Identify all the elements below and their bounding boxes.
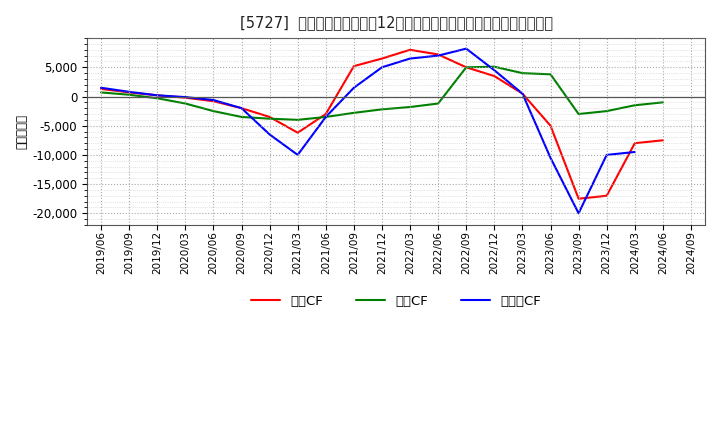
投資CF bbox=[434, 101, 443, 106]
フリーCF bbox=[603, 152, 611, 158]
Line: 投資CF: 投資CF bbox=[101, 67, 663, 120]
投資CF bbox=[462, 65, 471, 70]
投資CF bbox=[237, 114, 246, 120]
投資CF bbox=[490, 64, 499, 70]
投資CF bbox=[575, 111, 583, 117]
フリーCF bbox=[378, 65, 387, 70]
フリーCF bbox=[546, 155, 555, 161]
投資CF bbox=[603, 109, 611, 114]
投資CF bbox=[406, 104, 415, 110]
Y-axis label: （百万円）: （百万円） bbox=[15, 114, 28, 149]
投資CF bbox=[378, 107, 387, 112]
営業CF bbox=[293, 130, 302, 136]
フリーCF bbox=[575, 211, 583, 216]
投資CF bbox=[659, 100, 667, 105]
フリーCF bbox=[490, 68, 499, 73]
営業CF bbox=[518, 91, 527, 96]
投資CF bbox=[125, 92, 133, 97]
営業CF bbox=[603, 193, 611, 198]
営業CF bbox=[209, 99, 217, 104]
営業CF bbox=[349, 63, 358, 69]
フリーCF bbox=[237, 106, 246, 111]
投資CF bbox=[518, 70, 527, 76]
営業CF bbox=[434, 52, 443, 57]
営業CF bbox=[321, 111, 330, 117]
投資CF bbox=[209, 109, 217, 114]
Line: 営業CF: 営業CF bbox=[101, 50, 663, 199]
フリーCF bbox=[293, 152, 302, 158]
営業CF bbox=[490, 73, 499, 79]
投資CF bbox=[181, 101, 189, 106]
営業CF bbox=[575, 196, 583, 202]
投資CF bbox=[349, 110, 358, 115]
フリーCF bbox=[434, 53, 443, 58]
営業CF bbox=[546, 123, 555, 128]
フリーCF bbox=[96, 85, 105, 90]
営業CF bbox=[265, 114, 274, 120]
Line: フリーCF: フリーCF bbox=[101, 49, 635, 213]
フリーCF bbox=[125, 89, 133, 95]
営業CF bbox=[181, 95, 189, 100]
フリーCF bbox=[518, 91, 527, 96]
投資CF bbox=[153, 95, 161, 101]
営業CF bbox=[631, 141, 639, 146]
投資CF bbox=[321, 114, 330, 120]
営業CF bbox=[153, 93, 161, 98]
フリーCF bbox=[181, 95, 189, 100]
投資CF bbox=[293, 117, 302, 122]
フリーCF bbox=[349, 85, 358, 90]
投資CF bbox=[265, 116, 274, 121]
営業CF bbox=[125, 90, 133, 95]
フリーCF bbox=[406, 56, 415, 61]
投資CF bbox=[96, 90, 105, 95]
営業CF bbox=[406, 47, 415, 52]
フリーCF bbox=[462, 46, 471, 51]
Legend: 営業CF, 投資CF, フリーCF: 営業CF, 投資CF, フリーCF bbox=[251, 295, 541, 308]
投資CF bbox=[546, 72, 555, 77]
フリーCF bbox=[321, 114, 330, 120]
営業CF bbox=[237, 106, 246, 111]
営業CF bbox=[462, 65, 471, 70]
フリーCF bbox=[265, 132, 274, 137]
営業CF bbox=[378, 56, 387, 61]
営業CF bbox=[659, 138, 667, 143]
フリーCF bbox=[209, 97, 217, 103]
投資CF bbox=[631, 103, 639, 108]
営業CF bbox=[96, 86, 105, 92]
フリーCF bbox=[631, 149, 639, 154]
フリーCF bbox=[153, 93, 161, 98]
Title: [5727]  キャッシュフローの12か月移動合計の対前年同期増減額の推移: [5727] キャッシュフローの12か月移動合計の対前年同期増減額の推移 bbox=[240, 15, 552, 30]
